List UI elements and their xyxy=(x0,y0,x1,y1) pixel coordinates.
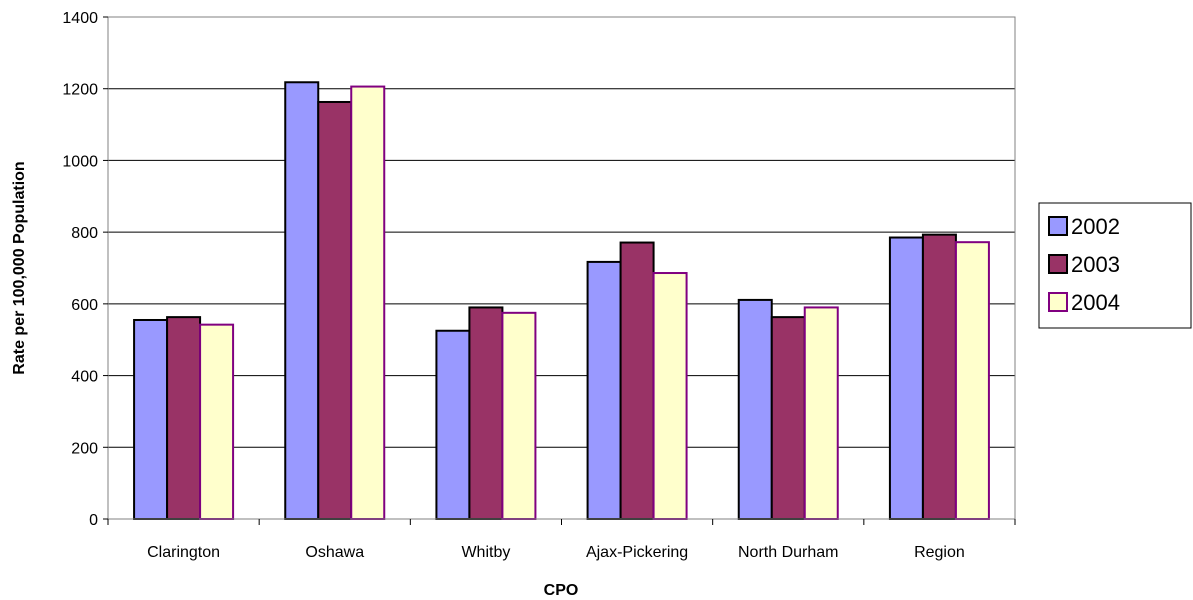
y-tick-label: 1000 xyxy=(62,153,98,170)
bar-2002-north-durham xyxy=(737,298,773,521)
y-tick-label: 600 xyxy=(71,297,98,314)
x-tick-label: Oshawa xyxy=(305,544,364,561)
bar-2003-ajax-pickering xyxy=(619,241,655,520)
axes xyxy=(107,16,1016,520)
bar-2004-oshawa xyxy=(350,85,386,520)
x-axis-ticks: Clarington Oshawa Whitby Ajax-Pickering Nort… xyxy=(107,519,1016,561)
legend-swatch-2002 xyxy=(1048,216,1068,236)
gridlines xyxy=(108,88,1015,448)
legend: 2002 2003 2004 xyxy=(1038,202,1192,329)
bar-2004-clarington xyxy=(199,323,235,521)
bar-2002-whitby xyxy=(435,329,471,520)
bar-2003-clarington xyxy=(166,316,202,521)
bar-2002-oshawa xyxy=(284,81,320,520)
y-tick-label: 1400 xyxy=(62,10,98,27)
bar-2004-region xyxy=(954,241,990,520)
bar-2002-clarington xyxy=(133,318,169,520)
bar-2004-ajax-pickering xyxy=(652,272,688,520)
bar-2003-oshawa xyxy=(317,100,353,521)
plot-area-border xyxy=(107,16,1016,520)
bar-2003-whitby xyxy=(468,306,504,521)
x-tick-label: North Durham xyxy=(738,544,838,561)
bar-2004-north-durham xyxy=(803,306,839,521)
bar-2002-ajax-pickering xyxy=(586,260,622,520)
legend-label-2002: 2002 xyxy=(1071,214,1120,239)
y-tick-label: 800 xyxy=(71,225,98,242)
legend-label-2003: 2003 xyxy=(1071,252,1120,277)
y-tick-label: 200 xyxy=(71,440,98,457)
x-tick-label: Region xyxy=(914,544,965,561)
bar-2003-north-durham xyxy=(770,316,806,521)
bar-2002-region xyxy=(888,236,924,520)
y-tick-label: 1200 xyxy=(62,82,98,99)
y-tick-label: 0 xyxy=(89,512,98,529)
x-tick-label: Whitby xyxy=(461,544,510,561)
legend-swatch-2003 xyxy=(1048,254,1068,274)
legend-label-2004: 2004 xyxy=(1071,290,1120,315)
y-tick-label: 400 xyxy=(71,369,98,386)
bar-2004-whitby xyxy=(501,311,537,521)
x-axis-title: CPO xyxy=(544,582,579,599)
x-tick-label: Ajax-Pickering xyxy=(586,544,688,561)
x-tick-label: Clarington xyxy=(147,544,220,561)
bars xyxy=(133,81,990,521)
bar-2003-region xyxy=(921,233,957,520)
y-axis-ticks: 0 200 400 600 800 1000 1200 1400 xyxy=(62,10,108,529)
y-axis-title: Rate per 100,000 Population xyxy=(11,161,28,374)
legend-swatch-2004 xyxy=(1048,292,1068,312)
